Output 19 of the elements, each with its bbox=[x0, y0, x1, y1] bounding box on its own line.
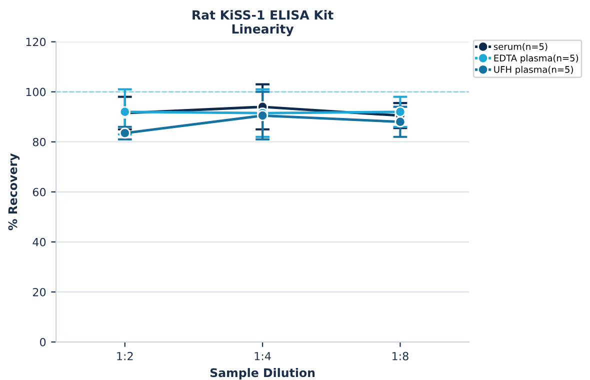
y-tick-label: 100 bbox=[26, 88, 46, 96]
point bbox=[256, 110, 268, 122]
y-tick-label: 80 bbox=[32, 138, 46, 146]
point bbox=[394, 116, 406, 128]
legend-label: UFH plasma(n=5) bbox=[494, 66, 573, 75]
legend-label: serum(n=5) bbox=[494, 43, 548, 52]
x-tick-label: 1:8 bbox=[392, 352, 408, 360]
x-tick-label: 1:2 bbox=[117, 352, 133, 360]
y-tick-label: 20 bbox=[33, 288, 46, 296]
x-axis-title: Sample Dilution bbox=[210, 368, 315, 380]
y-tick-label: 60 bbox=[32, 188, 46, 196]
y-tick-label: 120 bbox=[26, 38, 46, 46]
legend-label: EDTA plasma(n=5) bbox=[494, 54, 578, 64]
y-axis-title: % Recovery bbox=[8, 153, 20, 230]
y-tick-label: 40 bbox=[32, 238, 46, 246]
chart-title: Rat KiSS-1 ELISA Kit Linearity bbox=[192, 10, 334, 36]
x-tick-label: 1:4 bbox=[254, 352, 271, 360]
point bbox=[394, 106, 406, 118]
y-tick-label: 0 bbox=[40, 338, 46, 346]
